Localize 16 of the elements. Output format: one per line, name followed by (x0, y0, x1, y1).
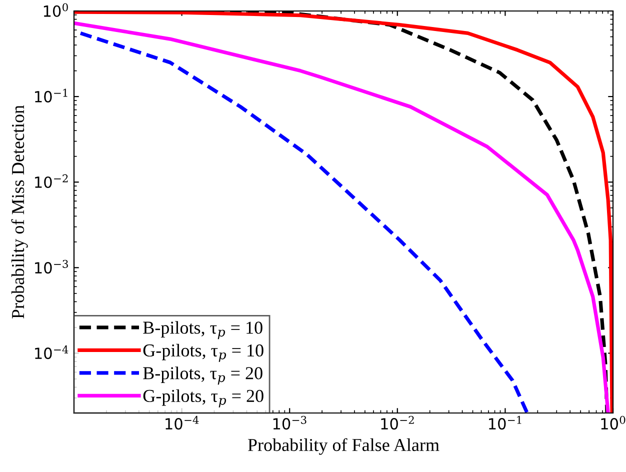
y-tick-label: 10$^{−2}$ (35, 174, 68, 188)
y-tick-label: 10$^{−3}$ (35, 260, 68, 274)
y-tick-label: 10$^{0}$ (44, 3, 68, 17)
x-tick-label: 10$^{−2}$ (381, 416, 414, 430)
x-tick-label: 10$^{−3}$ (273, 416, 306, 430)
y-axis-title: Probability of Miss Detection (11, 105, 28, 319)
x-tick-label: 10$^{0}$ (601, 416, 626, 430)
y-tick-label: 10$^{−1}$ (35, 88, 68, 102)
y-tick-label: 10$^{−4}$ (35, 345, 68, 360)
legend-label: B-pilots, τ$_{p}$ = 10 (143, 321, 262, 340)
x-axis-title: Probability of False Alarm (248, 438, 440, 455)
x-tick-label: 10$^{−4}$ (166, 416, 199, 430)
legend-label: G-pilots, τ$_{p}$ = 20 (143, 389, 264, 408)
legend-label: B-pilots, τ$_{p}$ = 20 (143, 366, 262, 385)
x-tick-label: 10$^{−1}$ (489, 416, 522, 430)
legend-label: G-pilots, τ$_{p}$ = 10 (143, 344, 264, 362)
